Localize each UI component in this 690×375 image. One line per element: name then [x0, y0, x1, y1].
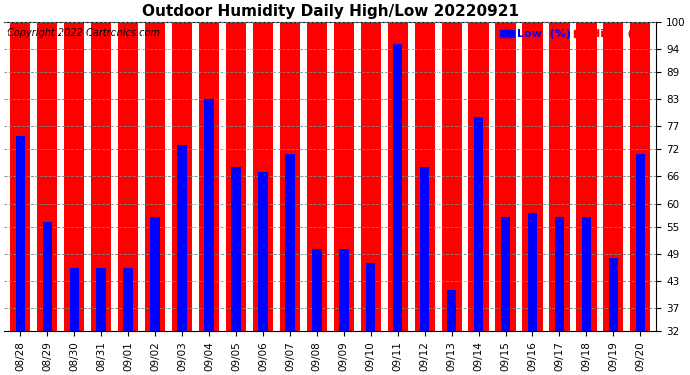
Bar [415, 22, 435, 375]
Bar [91, 22, 111, 375]
Bar [177, 145, 187, 375]
Bar [279, 22, 300, 375]
Bar [64, 22, 84, 375]
Bar [285, 154, 295, 375]
Title: Outdoor Humidity Daily High/Low 20220921: Outdoor Humidity Daily High/Low 20220921 [142, 4, 519, 19]
Bar [555, 217, 564, 375]
Legend: Low  (%), High  (%): Low (%), High (%) [498, 27, 651, 42]
Bar [199, 22, 219, 375]
Bar [522, 22, 542, 375]
Bar [442, 22, 462, 375]
Bar [576, 22, 597, 375]
Bar [630, 22, 651, 375]
Bar [204, 99, 214, 375]
Bar [258, 172, 268, 375]
Bar [501, 217, 510, 375]
Bar [150, 217, 160, 375]
Bar [549, 22, 569, 375]
Bar [124, 267, 133, 375]
Bar [388, 22, 408, 375]
Bar [528, 213, 538, 375]
Bar [339, 249, 348, 375]
Bar [16, 135, 25, 375]
Bar [70, 267, 79, 375]
Bar [603, 22, 624, 375]
Bar [609, 258, 618, 375]
Bar [334, 22, 354, 375]
Text: Copyright 2022 Cartronics.com: Copyright 2022 Cartronics.com [8, 28, 161, 38]
Bar [361, 22, 381, 375]
Bar [635, 154, 645, 375]
Bar [469, 22, 489, 375]
Bar [307, 22, 327, 375]
Bar [231, 167, 241, 375]
Bar [97, 267, 106, 375]
Bar [393, 45, 402, 375]
Bar [312, 249, 322, 375]
Bar [226, 22, 246, 375]
Bar [420, 167, 429, 375]
Bar [447, 290, 456, 375]
Bar [474, 117, 483, 375]
Bar [253, 22, 273, 375]
Bar [43, 222, 52, 375]
Bar [366, 263, 375, 375]
Bar [582, 217, 591, 375]
Bar [495, 22, 515, 375]
Bar [145, 22, 165, 375]
Bar [37, 22, 57, 375]
Bar [118, 22, 138, 375]
Bar [10, 22, 30, 375]
Bar [172, 22, 193, 375]
